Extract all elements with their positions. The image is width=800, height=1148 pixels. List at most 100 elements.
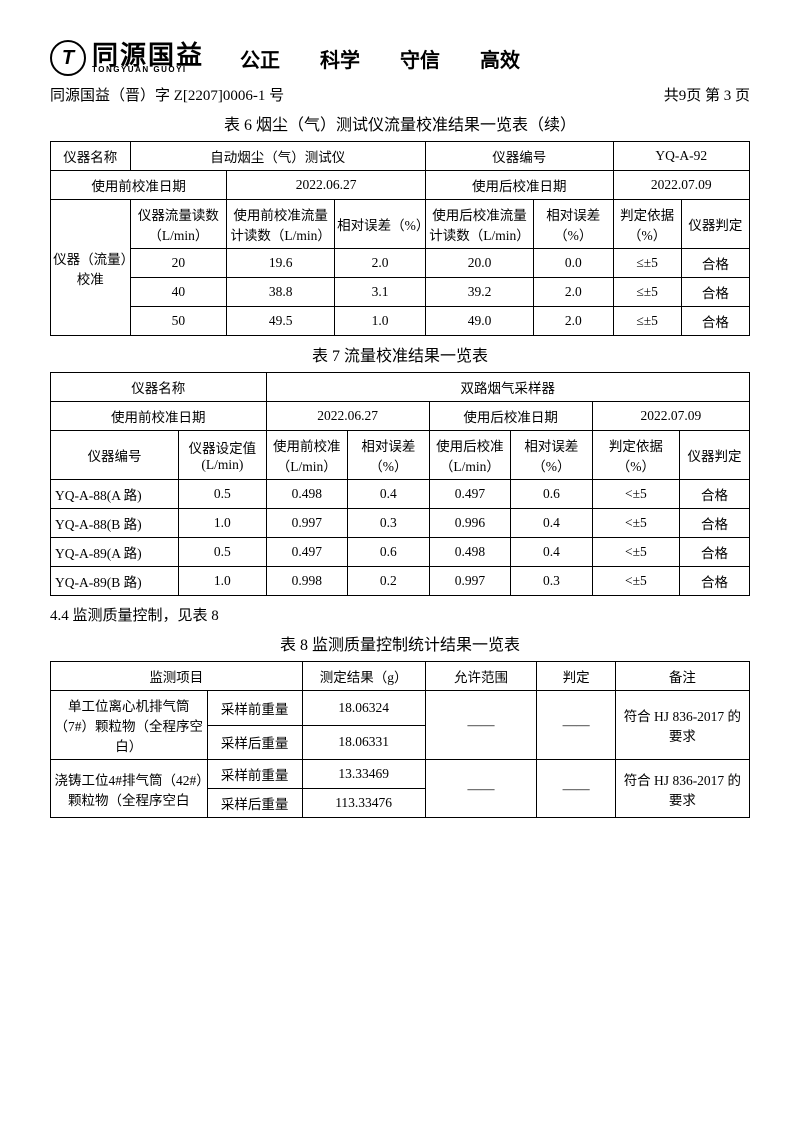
- cell: 50: [130, 307, 227, 336]
- cell: 采样后重量: [207, 789, 302, 818]
- section-4-4: 4.4 监测质量控制，见表 8: [50, 604, 750, 625]
- cell: 使用前校准日期: [51, 402, 267, 431]
- brand-block: 同源国益 TONGYUAN GUOYI: [92, 42, 204, 74]
- cell: 13.33469: [302, 760, 425, 789]
- motto-4: 高效: [480, 44, 520, 73]
- cell: ——: [537, 760, 615, 818]
- table-row: YQ-A-88(A 路) 0.5 0.498 0.4 0.497 0.6 <±5…: [51, 480, 750, 509]
- cell: 2022.06.27: [266, 402, 429, 431]
- cell: ——: [425, 691, 537, 760]
- cell: 1.0: [179, 567, 266, 596]
- cell: 2.0: [335, 249, 426, 278]
- cell: 49.5: [227, 307, 335, 336]
- cell: 0.6: [511, 480, 593, 509]
- table-row: 使用前校准日期 2022.06.27 使用后校准日期 2022.07.09: [51, 171, 750, 200]
- cell: 符合 HJ 836-2017 的要求: [615, 691, 749, 760]
- cell: 监测项目: [51, 662, 303, 691]
- doc-number: 同源国益（晋）字 Z[2207]0006-1 号: [50, 84, 284, 105]
- cell: 判定依据（%）: [613, 200, 681, 249]
- cell: 0.498: [266, 480, 348, 509]
- table-row: 50 49.5 1.0 49.0 2.0 ≤±5 合格: [51, 307, 750, 336]
- cell: 0.6: [348, 538, 430, 567]
- cell: 判定: [537, 662, 615, 691]
- cell: 0.997: [266, 509, 348, 538]
- cell: 0.998: [266, 567, 348, 596]
- cell: 双路烟气采样器: [266, 373, 749, 402]
- doc-reference-row: 同源国益（晋）字 Z[2207]0006-1 号 共9页 第 3 页: [50, 84, 750, 105]
- cell: <±5: [592, 509, 679, 538]
- cell: 相对误差（%）: [511, 431, 593, 480]
- cell: ——: [537, 691, 615, 760]
- cell: 0.996: [429, 509, 511, 538]
- cell: 使用后校准日期: [429, 402, 592, 431]
- table-row: 浇铸工位4#排气筒（42#）颗粒物（全程序空白 采样前重量 13.33469 —…: [51, 760, 750, 789]
- cell: 仪器编号: [51, 431, 179, 480]
- cell: ≤±5: [613, 307, 681, 336]
- cell: 38.8: [227, 278, 335, 307]
- brand-en: TONGYUAN GUOYI: [92, 66, 204, 74]
- cell: 0.4: [511, 538, 593, 567]
- cell: YQ-A-88(B 路): [51, 509, 179, 538]
- cell: 使用后校准（L/min）: [429, 431, 511, 480]
- cell: 合格: [681, 307, 749, 336]
- cell: 18.06331: [302, 725, 425, 760]
- table-row: 使用前校准日期 2022.06.27 使用后校准日期 2022.07.09: [51, 402, 750, 431]
- cell: 合格: [681, 249, 749, 278]
- cell: 0.5: [179, 480, 266, 509]
- cell: 40: [130, 278, 227, 307]
- cell: 49.0: [426, 307, 534, 336]
- cell: 1.0: [179, 509, 266, 538]
- cell: 0.497: [266, 538, 348, 567]
- cell: YQ-A-89(A 路): [51, 538, 179, 567]
- cell: ≤±5: [613, 278, 681, 307]
- cell: 18.06324: [302, 691, 425, 726]
- cell: 采样前重量: [207, 760, 302, 789]
- cell: 19.6: [227, 249, 335, 278]
- cell: 使用前校准流量计读数（L/min）: [227, 200, 335, 249]
- cell: 20: [130, 249, 227, 278]
- cell: YQ-A-89(B 路): [51, 567, 179, 596]
- cell: 仪器名称: [51, 373, 267, 402]
- cell: ≤±5: [613, 249, 681, 278]
- table8-title: 表 8 监测质量控制统计结果一览表: [50, 631, 750, 655]
- cell: 合格: [680, 567, 750, 596]
- page-number: 共9页 第 3 页: [664, 84, 750, 105]
- cell: 合格: [680, 480, 750, 509]
- motto-2: 科学: [320, 44, 360, 73]
- table8: 监测项目 测定结果（g） 允许范围 判定 备注 单工位离心机排气筒（7#）颗粒物…: [50, 661, 750, 818]
- cell: 2.0: [534, 278, 614, 307]
- motto-3: 守信: [400, 44, 440, 73]
- table-row: 40 38.8 3.1 39.2 2.0 ≤±5 合格: [51, 278, 750, 307]
- cell: 113.33476: [302, 789, 425, 818]
- cell: 浇铸工位4#排气筒（42#）颗粒物（全程序空白: [51, 760, 208, 818]
- cell: 合格: [680, 509, 750, 538]
- table-row: 单工位离心机排气筒（7#）颗粒物（全程序空白） 采样前重量 18.06324 —…: [51, 691, 750, 726]
- cell: 合格: [680, 538, 750, 567]
- cell: 3.1: [335, 278, 426, 307]
- cell: 使用后校准日期: [426, 171, 614, 200]
- cell: 备注: [615, 662, 749, 691]
- cell: 测定结果（g）: [302, 662, 425, 691]
- table-row: 20 19.6 2.0 20.0 0.0 ≤±5 合格: [51, 249, 750, 278]
- cell: 使用后校准流量计读数（L/min）: [426, 200, 534, 249]
- cell: 仪器编号: [426, 142, 614, 171]
- table-row: 仪器（流量）校准 仪器流量读数（L/min） 使用前校准流量计读数（L/min）…: [51, 200, 750, 249]
- cell: 仪器判定: [680, 431, 750, 480]
- cell: 仪器（流量）校准: [51, 200, 131, 336]
- motto-row: 公正 科学 守信 高效: [240, 44, 520, 73]
- table7: 仪器名称 双路烟气采样器 使用前校准日期 2022.06.27 使用后校准日期 …: [50, 372, 750, 596]
- cell: 0.498: [429, 538, 511, 567]
- cell: 使用前校准日期: [51, 171, 227, 200]
- cell: 仪器名称: [51, 142, 131, 171]
- cell: 2.0: [534, 307, 614, 336]
- cell: 1.0: [335, 307, 426, 336]
- table-row: 仪器编号 仪器设定值(L/min) 使用前校准（L/min） 相对误差（%） 使…: [51, 431, 750, 480]
- logo-icon: T: [50, 40, 86, 76]
- table-row: YQ-A-88(B 路) 1.0 0.997 0.3 0.996 0.4 <±5…: [51, 509, 750, 538]
- cell: <±5: [592, 538, 679, 567]
- cell: 20.0: [426, 249, 534, 278]
- cell: 2022.07.09: [613, 171, 749, 200]
- cell: 相对误差（%）: [335, 200, 426, 249]
- page-header: T 同源国益 TONGYUAN GUOYI 公正 科学 守信 高效: [50, 40, 750, 76]
- cell: 符合 HJ 836-2017 的要求: [615, 760, 749, 818]
